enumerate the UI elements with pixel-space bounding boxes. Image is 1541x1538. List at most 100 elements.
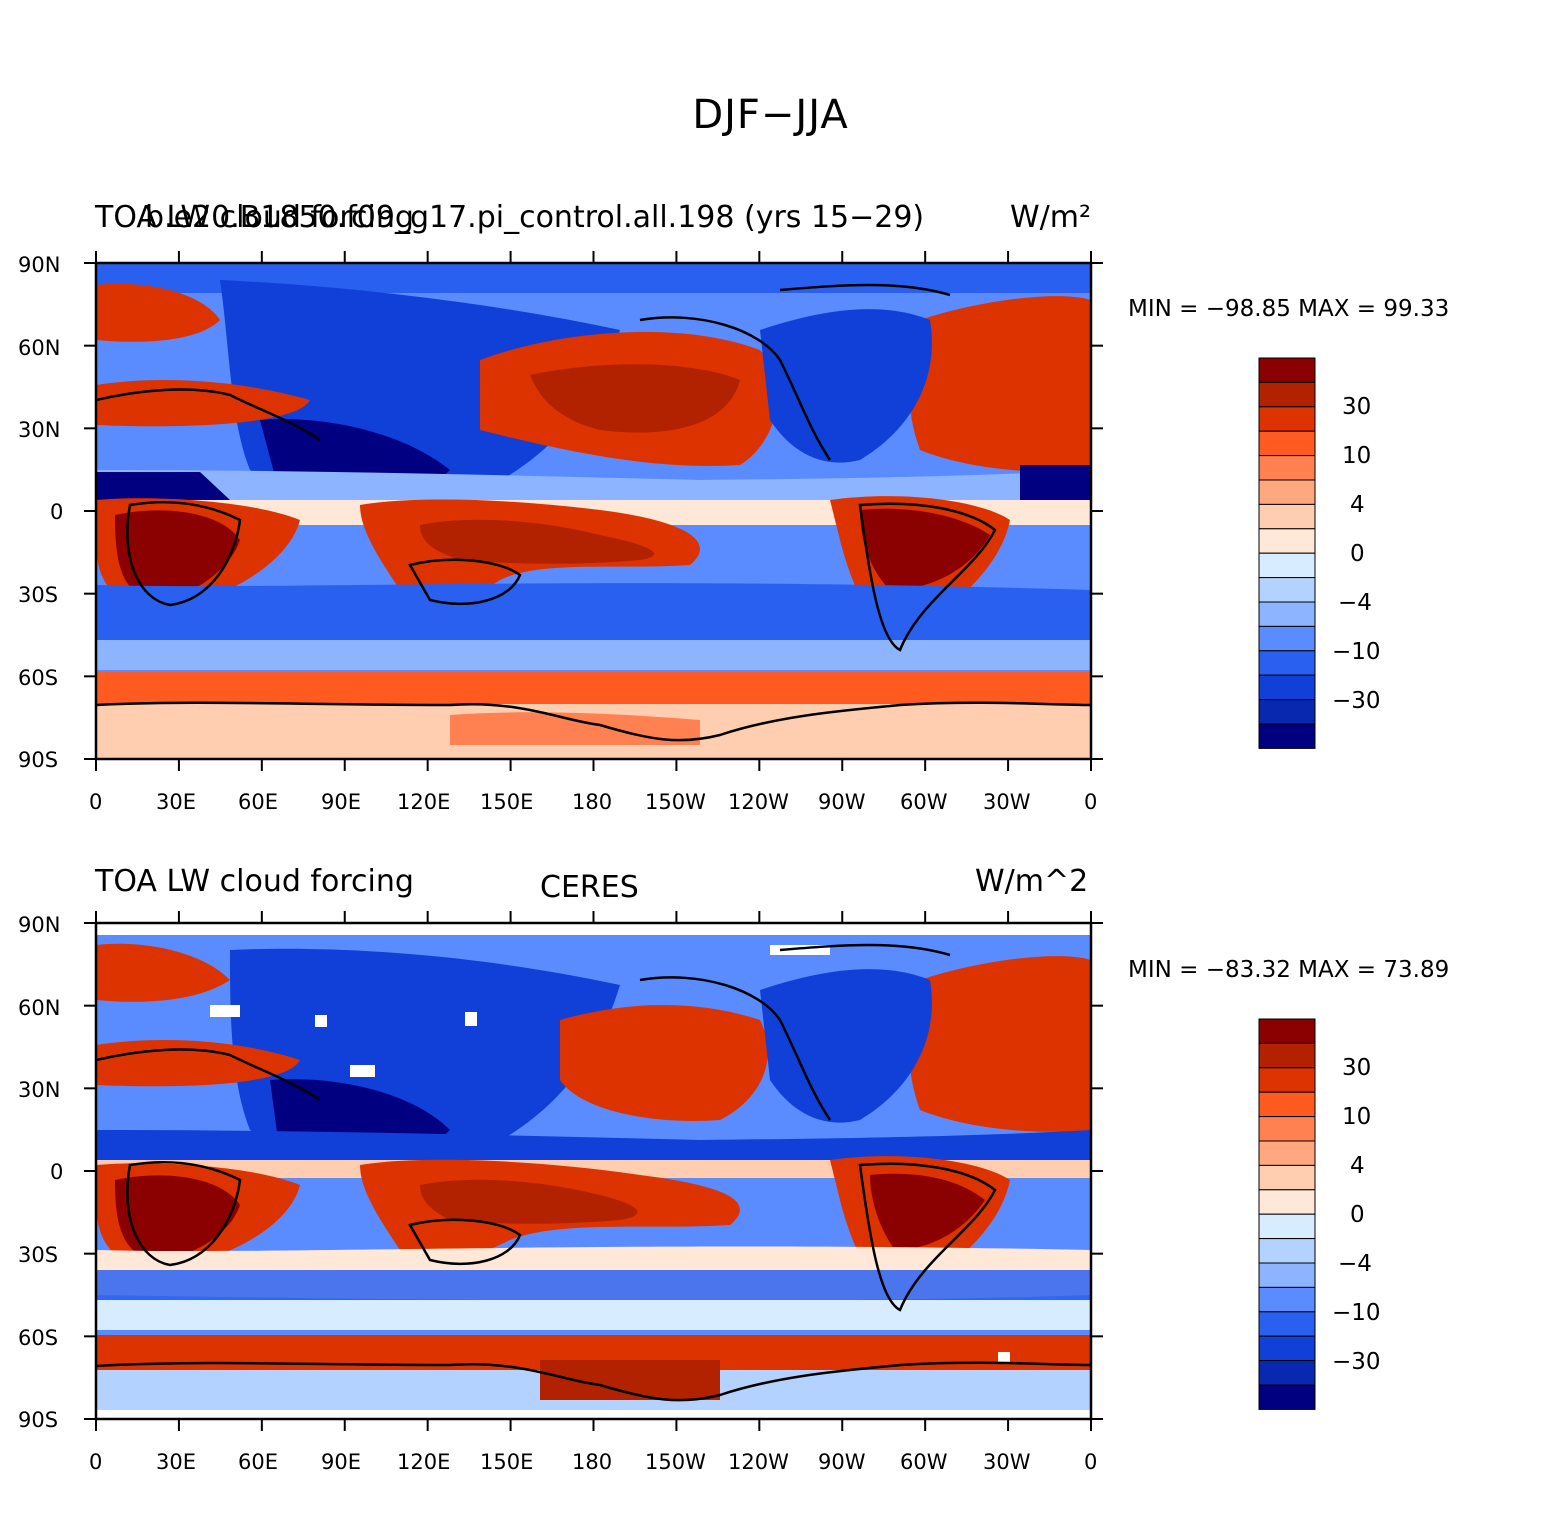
p2-lat-label: 60S [18, 1326, 59, 1350]
panel2-min-max: MIN = −83.32 MAX = 73.89 [1128, 957, 1450, 983]
colorbar-swatch [1258, 723, 1316, 749]
colorbar-swatch [1258, 1238, 1316, 1264]
colorbar-swatch [1258, 1189, 1316, 1215]
colorbar-swatch [1258, 650, 1316, 676]
p2-lon-label: 150E [480, 1450, 534, 1474]
panel1-min-max: MIN = −98.85 MAX = 99.33 [1128, 296, 1450, 322]
p2-lon-label: 180 [572, 1450, 613, 1474]
p2-lon-label: 90E [321, 1450, 361, 1474]
p1-lat-label: 90S [18, 748, 59, 772]
p2-lon-label: 0 [1084, 1450, 1098, 1474]
colorbar-swatch [1258, 1164, 1316, 1191]
colorbar-swatch [1258, 1360, 1316, 1386]
p2-lat-label: 90S [18, 1408, 59, 1432]
p1-lon-label: 90E [321, 790, 361, 814]
colorbar-swatch [1258, 1091, 1316, 1118]
p1-lat-label: 60S [18, 666, 59, 690]
axis-ticks [84, 251, 1103, 1431]
p2-lat-label: 30N [18, 1078, 61, 1102]
panel1-map [96, 263, 1091, 759]
colorbar-swatch [1258, 1286, 1316, 1313]
p1-lon-label: 0 [89, 790, 103, 814]
p2-colorbar-label: −10 [1332, 1300, 1381, 1326]
p1-lat-label: 30N [18, 418, 61, 442]
p2-lon-label: 90W [818, 1450, 866, 1474]
colorbar-swatch [1258, 1116, 1316, 1142]
p2-colorbar-label: 4 [1350, 1153, 1365, 1179]
colorbar-swatch [1258, 406, 1316, 432]
p1-lon-label: 90W [818, 790, 866, 814]
colorbar-swatch [1258, 1335, 1316, 1362]
p1-colorbar-label: −30 [1332, 688, 1381, 714]
colorbar-swatch [1258, 577, 1316, 603]
main-title: DJF−JJA [692, 92, 849, 138]
p2-lat-label: 0 [50, 1160, 64, 1184]
colorbar-swatch [1258, 381, 1316, 408]
p1-lon-label: 150E [480, 790, 534, 814]
p1-colorbar-label: 30 [1342, 394, 1372, 420]
colorbar-swatch [1258, 1042, 1316, 1069]
colorbar-swatch [1258, 1311, 1316, 1337]
p1-colorbar-label: −10 [1332, 639, 1381, 665]
panel1-left-title: TOA LW cloud forcing [95, 200, 414, 235]
colorbar-swatch [1258, 1018, 1316, 1044]
p2-lon-label: 30E [156, 1450, 196, 1474]
colorbar-swatch [1258, 1067, 1316, 1093]
p2-colorbar-label: −30 [1332, 1349, 1381, 1375]
p1-lon-label: 120E [397, 790, 451, 814]
panel2-left-title: TOA LW cloud forcing [95, 864, 414, 899]
p1-lon-label: 30W [983, 790, 1031, 814]
p1-colorbar-label: −4 [1338, 590, 1372, 616]
p1-colorbar-label: 4 [1350, 492, 1365, 518]
colorbar-swatch [1258, 430, 1316, 457]
colorbar-swatch [1258, 699, 1316, 725]
p2-lon-label: 30W [983, 1450, 1031, 1474]
p2-lon-label: 150W [645, 1450, 706, 1474]
p2-colorbar-label: 10 [1342, 1104, 1372, 1130]
panel2-center-title: CERES [540, 870, 639, 905]
colorbars [1258, 357, 1316, 1410]
panel2-map [96, 923, 1091, 1419]
p2-lat-label: 90N [18, 913, 61, 937]
colorbar-swatch [1258, 1140, 1316, 1166]
colorbar-swatch [1258, 455, 1316, 481]
p1-lat-label: 90N [18, 253, 61, 277]
p2-lon-label: 0 [89, 1450, 103, 1474]
p1-lon-label: 0 [1084, 790, 1098, 814]
p1-lon-label: 120W [728, 790, 789, 814]
p2-colorbar-label: −4 [1338, 1251, 1372, 1277]
p2-lat-label: 30S [18, 1243, 59, 1267]
p1-lat-label: 30S [18, 583, 59, 607]
p1-lat-label: 60N [18, 336, 61, 360]
p1-lon-label: 60W [900, 790, 948, 814]
p1-lon-label: 30E [156, 790, 196, 814]
p1-lon-label: 150W [645, 790, 706, 814]
p1-colorbar-label: 10 [1342, 443, 1372, 469]
p2-colorbar-label: 0 [1350, 1202, 1365, 1228]
p1-colorbar-label: 0 [1350, 541, 1365, 567]
p1-lat-label: 0 [50, 500, 64, 524]
p2-lon-label: 120E [397, 1450, 451, 1474]
p2-lon-label: 60W [900, 1450, 948, 1474]
p2-lat-label: 60N [18, 996, 61, 1020]
colorbar-swatch [1258, 503, 1316, 530]
colorbar-swatch [1258, 357, 1316, 383]
colorbar-swatch [1258, 625, 1316, 652]
p2-lon-label: 60E [238, 1450, 278, 1474]
colorbar-swatch [1258, 1262, 1316, 1288]
colorbar-swatch [1258, 1384, 1316, 1410]
panel1-units: W/m² [1010, 200, 1092, 235]
colorbar-swatch [1258, 479, 1316, 505]
p2-lon-label: 120W [728, 1450, 789, 1474]
panel2-units: W/m^2 [975, 864, 1089, 899]
colorbar-swatch [1258, 528, 1316, 554]
colorbar-swatch [1258, 1213, 1316, 1240]
colorbar-swatch [1258, 552, 1316, 579]
panel1-center-title: b.e20.B1850.f09_g17.pi_control.all.198 (… [145, 200, 925, 235]
colorbar-swatch [1258, 601, 1316, 627]
p2-colorbar-label: 30 [1342, 1055, 1372, 1081]
p1-lon-label: 180 [572, 790, 613, 814]
colorbar-swatch [1258, 674, 1316, 701]
p1-lon-label: 60E [238, 790, 278, 814]
